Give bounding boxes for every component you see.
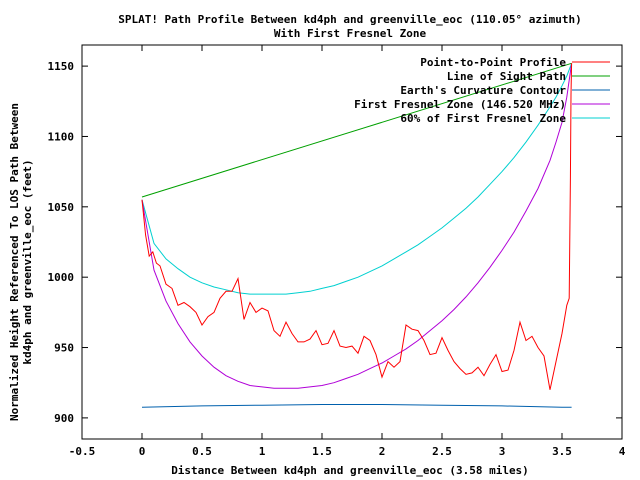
y-tick-label: 1050 — [48, 201, 75, 214]
series-line-first-fresnel-zone-146-520-mhz — [141, 63, 573, 389]
y-axis-label-line2: kd4ph and greenville_eoc (feet) — [21, 159, 34, 364]
series-line-60-of-first-fresnel-zone — [141, 63, 573, 295]
legend-label: Earth's Curvature Contour — [400, 84, 566, 97]
x-axis-label: Distance Between kd4ph and greenville_eo… — [171, 464, 529, 477]
chart-title-line2: With First Fresnel Zone — [274, 27, 427, 40]
series-line-line-of-sight-path — [141, 62, 572, 198]
legend-label: Line of Sight Path — [447, 70, 566, 83]
y-tick-label: 1000 — [48, 271, 75, 284]
x-tick-label: 3.5 — [552, 445, 572, 458]
series-line-point-to-point-profile — [141, 63, 573, 390]
y-tick-label: 1100 — [48, 130, 75, 143]
legend-label: Point-to-Point Profile — [420, 56, 566, 69]
x-tick-label: 4 — [619, 445, 626, 458]
legend-label: 60% of First Fresnel Zone — [400, 112, 566, 125]
x-tick-label: 3 — [499, 445, 506, 458]
y-tick-label: 1150 — [48, 60, 75, 73]
y-axis-label-line1: Normalized Height Referenced To LOS Path… — [8, 103, 21, 421]
x-tick-label: 1 — [259, 445, 266, 458]
plot-area: -0.5 0 0.5 1 1.5 2 2.5 3 3.5 4 900 950 1000 1050 1100 1… — [48, 44, 626, 458]
series-line-earth-s-curvature-contour — [141, 404, 572, 408]
chart-title-line1: SPLAT! Path Profile Between kd4ph and gr… — [118, 13, 582, 26]
legend-label: First Fresnel Zone (146.520 MHz) — [354, 98, 566, 111]
x-tick-label: -0.5 — [69, 445, 96, 458]
x-tick-label: 1.5 — [312, 445, 332, 458]
x-tick-label: 0.5 — [192, 445, 212, 458]
x-tick-label: 2.5 — [432, 445, 452, 458]
x-tick-label: 0 — [139, 445, 146, 458]
y-tick-label: 950 — [54, 342, 74, 355]
y-tick-label: 900 — [54, 412, 74, 425]
plot-border — [81, 44, 623, 440]
x-tick-label: 2 — [379, 445, 386, 458]
